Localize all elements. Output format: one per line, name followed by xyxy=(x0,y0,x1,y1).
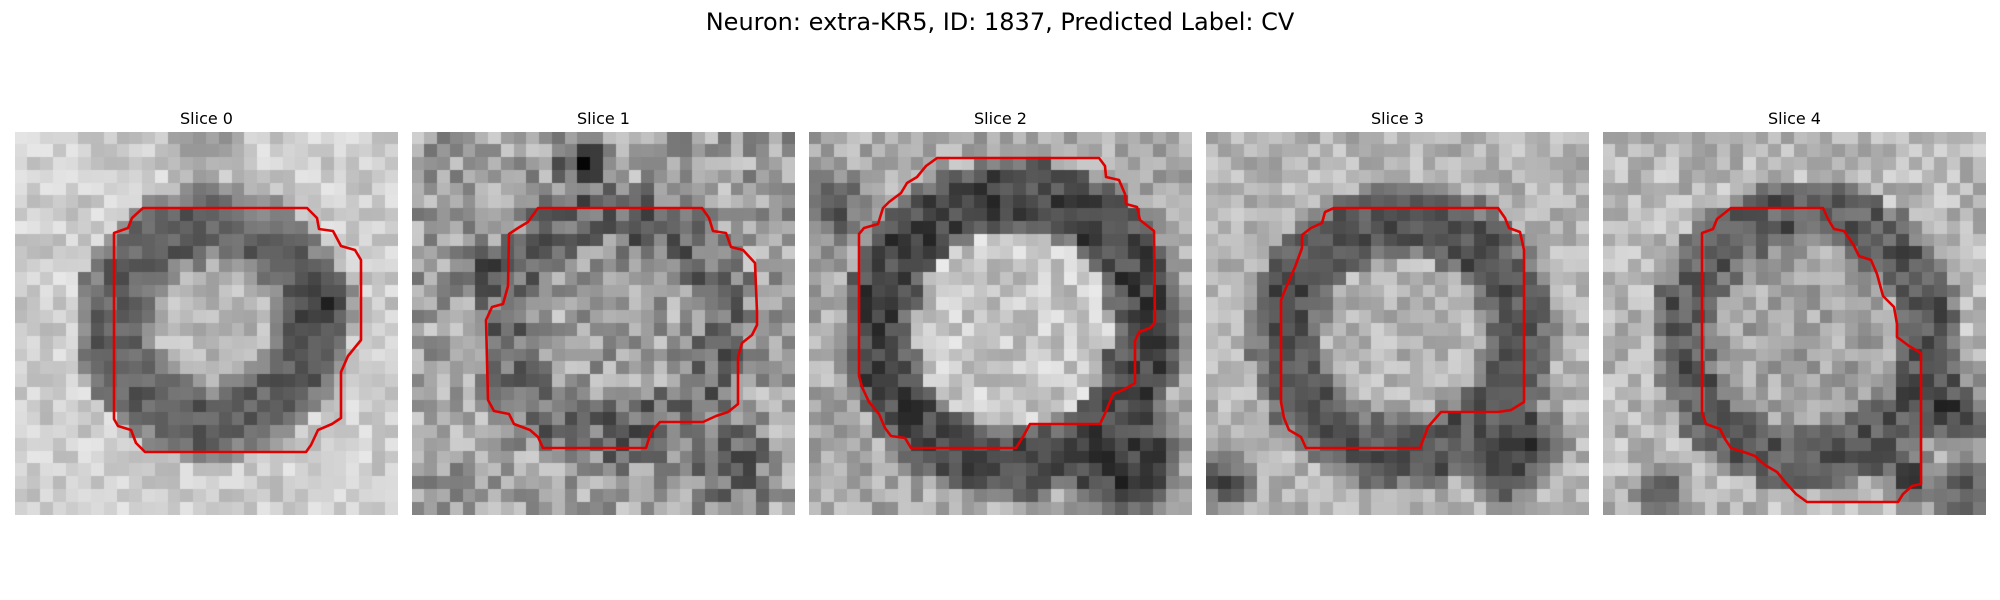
slice-image xyxy=(809,132,1192,515)
neuron-contour xyxy=(1279,206,1526,450)
slice-title: Slice 0 xyxy=(180,109,233,128)
slice-title: Slice 2 xyxy=(974,109,1027,128)
slice-title: Slice 3 xyxy=(1371,109,1424,128)
slice-panel-4: Slice 4 xyxy=(1603,108,1986,518)
slice-title: Slice 1 xyxy=(577,109,630,128)
neuron-contour xyxy=(857,156,1157,450)
slice-image xyxy=(412,132,795,515)
slice-panel-3: Slice 3 xyxy=(1206,108,1589,518)
slice-panel-1: Slice 1 xyxy=(412,108,795,518)
slice-panel-0: Slice 0 xyxy=(15,108,398,518)
slice-panel-2: Slice 2 xyxy=(809,108,1192,518)
figure-title: Neuron: extra-KR5, ID: 1837, Predicted L… xyxy=(705,8,1295,36)
neuron-contour xyxy=(484,206,759,450)
slice-title: Slice 4 xyxy=(1768,109,1821,128)
neuron-contour xyxy=(1700,206,1923,504)
neuron-contour xyxy=(112,206,363,454)
